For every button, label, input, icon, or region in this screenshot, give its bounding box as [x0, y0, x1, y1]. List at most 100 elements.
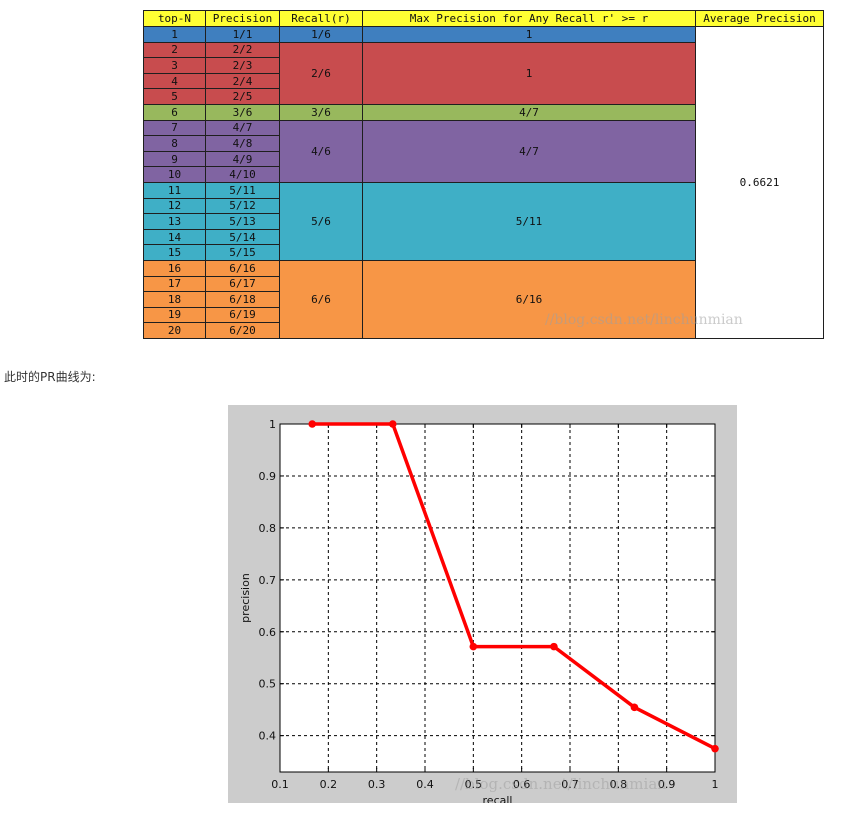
top-n-cell: 4 [143, 72, 206, 90]
precision-cell: 2/4 [205, 72, 280, 90]
column-header: Max Precision for Any Recall r' >= r [362, 10, 696, 27]
precision-cell: 6/16 [205, 259, 280, 277]
x-axis-title: recall [483, 794, 513, 803]
top-n-cell: 19 [143, 306, 206, 324]
top-n-cell: 3 [143, 57, 206, 74]
average-precision-table: top-N Precision Recall(r) Max Precision for… [143, 10, 824, 339]
precision-cell: 2/2 [205, 41, 280, 59]
precision-cell: 6/18 [205, 291, 280, 308]
precision-cell: 5/11 [205, 181, 280, 199]
precision-cell: 2/5 [205, 88, 280, 105]
x-tick-label: 0.4 [416, 778, 434, 791]
recall-cell: 3/6 [279, 103, 363, 121]
column-header: Recall(r) [279, 10, 363, 27]
top-n-cell: 2 [143, 41, 206, 59]
top-n-cell: 16 [143, 259, 206, 277]
max-precision-cell: 6/16 [362, 259, 696, 339]
top-n-cell: 18 [143, 291, 206, 308]
max-precision-cell: 1 [362, 26, 696, 43]
table-row: 11 5/11 5/6 5/11 [143, 181, 824, 261]
x-tick-label: 0.5 [465, 778, 483, 791]
top-n-cell: 10 [143, 166, 206, 183]
table-row: 19 6/19 [143, 306, 824, 324]
y-tick-label: 0.4 [259, 730, 277, 743]
table-row: 20 6/20 [143, 322, 824, 339]
plot-frame [279, 423, 716, 773]
table-row: 18 6/18 [143, 291, 824, 308]
precision-cell: 3/6 [205, 103, 280, 121]
top-n-cell: 6 [143, 103, 206, 121]
precision-cell: 6/20 [205, 322, 280, 339]
top-n-cell: 14 [143, 228, 206, 246]
max-precision-cell: 5/11 [362, 181, 696, 261]
max-precision-cell: 1 [362, 41, 696, 105]
chart-watermark: //blog.csdn.net/linchunmian [455, 775, 667, 793]
x-tick-label: 0.3 [368, 778, 386, 791]
recall-cell: 5/6 [279, 181, 363, 261]
table-row: 12 5/12 [143, 197, 824, 215]
x-tick-label: 0.6 [513, 778, 531, 791]
recall-cell: 4/6 [279, 119, 363, 183]
precision-cell: 5/13 [205, 213, 280, 230]
table-row: 2 2/2 2/6 1 [143, 41, 824, 105]
y-tick-label: 0.7 [259, 574, 277, 587]
pr-curve-point [308, 420, 317, 428]
average-precision-cell: 0.6621 [695, 26, 824, 339]
column-header: top-N [143, 10, 206, 27]
top-n-cell: 20 [143, 322, 206, 339]
x-tick-label: 1 [712, 778, 719, 791]
top-n-cell: 5 [143, 88, 206, 105]
precision-cell: 5/12 [205, 197, 280, 215]
top-n-cell: 17 [143, 275, 206, 293]
pr-curve-line [312, 422, 716, 751]
recall-cell: 6/6 [279, 259, 363, 339]
top-n-cell: 7 [143, 119, 206, 137]
recall-cell: 1/6 [279, 26, 363, 43]
precision-cell: 1/1 [205, 26, 280, 43]
precision-cell: 5/14 [205, 228, 280, 246]
top-n-cell: 9 [143, 150, 206, 168]
x-tick-label: 0.2 [320, 778, 338, 791]
table-row: 7 4/7 4/6 4/7 [143, 119, 824, 183]
x-tick-label: 0.1 [271, 778, 289, 791]
max-precision-cell: 4/7 [362, 103, 696, 121]
y-tick-label: 0.5 [259, 678, 277, 691]
top-n-cell: 13 [143, 213, 206, 230]
top-n-cell: 15 [143, 244, 206, 261]
pr-curve-caption: 此时的PR曲线为: [4, 370, 96, 384]
precision-cell: 6/17 [205, 275, 280, 293]
table-row: 17 6/17 [143, 275, 824, 293]
pr-curve-point [711, 744, 719, 753]
table-row: 5 2/5 [143, 88, 824, 105]
precision-cell: 2/3 [205, 57, 280, 74]
plot-area [280, 424, 715, 772]
pr-curve-point [388, 420, 397, 428]
top-n-cell: 11 [143, 181, 206, 199]
x-tick-label: 0.7 [561, 778, 579, 791]
table-row: 10 4/10 [143, 166, 824, 183]
table-header-row: top-N Precision Recall(r) Max Precision for… [143, 10, 824, 27]
table-row: 8 4/8 [143, 135, 824, 152]
precision-cell: 4/8 [205, 135, 280, 152]
precision-cell: 4/9 [205, 150, 280, 168]
top-n-cell: 12 [143, 197, 206, 215]
precision-cell: 5/15 [205, 244, 280, 261]
pr-curve-point [469, 642, 478, 651]
precision-cell: 4/10 [205, 166, 280, 183]
max-precision-cell: 4/7 [362, 119, 696, 183]
y-tick-label: 0.6 [259, 626, 277, 639]
y-tick-label: 0.9 [259, 470, 277, 483]
x-tick-label: 0.9 [658, 778, 676, 791]
top-n-cell: 1 [143, 26, 206, 43]
y-tick-label: 1 [269, 418, 276, 431]
table-row: 15 5/15 [143, 244, 824, 261]
table-row: 13 5/13 [143, 213, 824, 230]
y-axis-title: precision [239, 573, 252, 623]
pr-curve-svg: 0.1 0.2 0.3 0.4 0.5 0.6 0.7 0.8 0.9 1 1 0.9 0.8 0.7 0.… [239, 418, 719, 803]
column-header: Average Precision [695, 10, 824, 27]
top-n-cell: 8 [143, 135, 206, 152]
pr-curve-point [550, 642, 558, 651]
precision-cell: 6/19 [205, 306, 280, 324]
y-tick-label: 0.8 [259, 522, 277, 535]
column-header: Precision [205, 10, 280, 27]
